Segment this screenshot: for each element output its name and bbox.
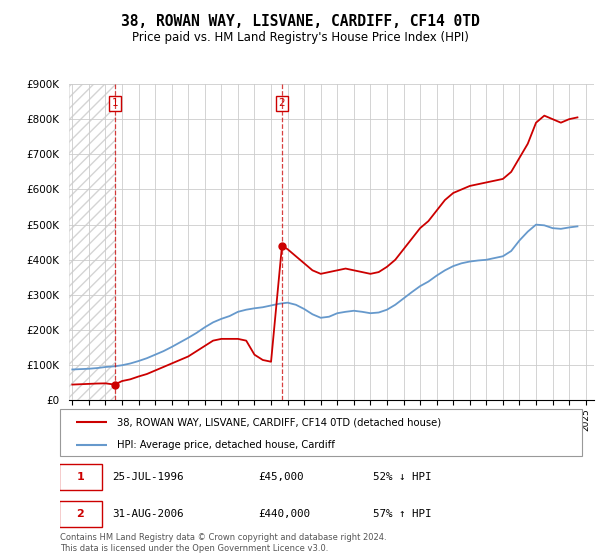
- Text: 38, ROWAN WAY, LISVANE, CARDIFF, CF14 0TD (detached house): 38, ROWAN WAY, LISVANE, CARDIFF, CF14 0T…: [118, 417, 442, 427]
- Text: 52% ↓ HPI: 52% ↓ HPI: [373, 472, 432, 482]
- Text: 1: 1: [112, 98, 118, 108]
- Text: 25-JUL-1996: 25-JUL-1996: [112, 472, 184, 482]
- Text: £45,000: £45,000: [259, 472, 304, 482]
- Text: HPI: Average price, detached house, Cardiff: HPI: Average price, detached house, Card…: [118, 440, 335, 450]
- Text: Price paid vs. HM Land Registry's House Price Index (HPI): Price paid vs. HM Land Registry's House …: [131, 31, 469, 44]
- Text: 1: 1: [76, 472, 84, 482]
- Text: 2: 2: [76, 509, 84, 519]
- Text: Contains HM Land Registry data © Crown copyright and database right 2024.
This d: Contains HM Land Registry data © Crown c…: [60, 533, 386, 553]
- FancyBboxPatch shape: [59, 464, 102, 489]
- Text: 57% ↑ HPI: 57% ↑ HPI: [373, 509, 432, 519]
- Bar: [69, 84, 115, 400]
- Text: 2: 2: [278, 98, 285, 108]
- Text: £440,000: £440,000: [259, 509, 310, 519]
- FancyBboxPatch shape: [59, 501, 102, 527]
- Text: 31-AUG-2006: 31-AUG-2006: [112, 509, 184, 519]
- Text: 38, ROWAN WAY, LISVANE, CARDIFF, CF14 0TD: 38, ROWAN WAY, LISVANE, CARDIFF, CF14 0T…: [121, 14, 479, 29]
- FancyBboxPatch shape: [60, 409, 582, 456]
- Bar: [69, 84, 115, 400]
